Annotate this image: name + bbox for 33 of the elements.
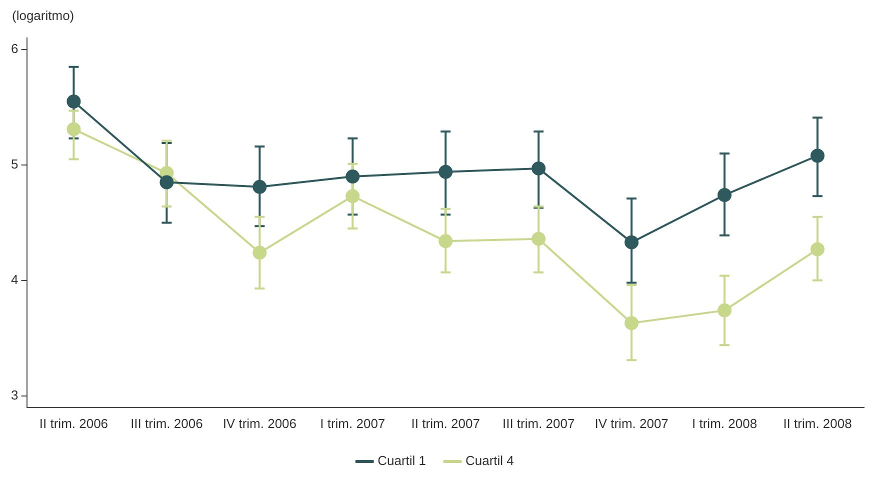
point — [532, 232, 546, 246]
legend-label: Cuartil 1 — [378, 453, 426, 468]
point — [66, 122, 81, 136]
point — [160, 175, 174, 190]
point — [66, 94, 81, 108]
point — [624, 235, 639, 250]
y-tick-label: 5 — [10, 156, 18, 172]
x-tick-label: II trim. 2008 — [783, 416, 852, 431]
y-axis-title: (logaritmo) — [12, 8, 74, 23]
point — [252, 180, 267, 194]
point — [532, 161, 546, 176]
point — [624, 316, 639, 330]
y-tick-label: 4 — [10, 272, 18, 287]
x-tick-label: III trim. 2006 — [130, 416, 203, 431]
point — [810, 242, 825, 256]
x-tick-label: IV trim. 2006 — [222, 416, 297, 431]
y-tick-label: 3 — [10, 387, 18, 402]
y-tick-label: 6 — [10, 41, 18, 56]
x-tick-label: II trim. 2006 — [39, 416, 108, 431]
legend-label: Cuartil 4 — [466, 453, 514, 468]
x-tick-label: III trim. 2007 — [502, 416, 575, 431]
x-tick-label: I trim. 2007 — [320, 416, 386, 431]
point — [252, 246, 267, 260]
point — [346, 170, 360, 184]
x-tick-label: IV trim. 2007 — [594, 416, 668, 431]
x-tick-label: II trim. 2007 — [411, 416, 480, 431]
point — [718, 188, 732, 202]
x-tick-label: I trim. 2008 — [692, 416, 758, 431]
point — [438, 164, 453, 179]
point — [810, 148, 825, 163]
point — [346, 189, 360, 204]
point — [438, 234, 453, 248]
point — [718, 303, 732, 318]
